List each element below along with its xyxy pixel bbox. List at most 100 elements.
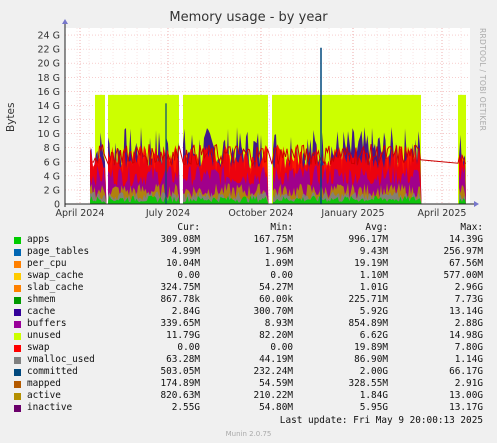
rrdtool-credit: RRDTOOL / TOBI OETIKER	[478, 28, 487, 132]
x-tick-label: January 2025	[320, 208, 384, 219]
legend-avg: 328.55M	[348, 378, 388, 389]
y-tick-label: 14 G	[38, 101, 60, 112]
legend-row-apps: apps 309.08M 167.75M 996.17M 14.39G	[0, 234, 497, 246]
legend-table: Cur: Min: Avg: Max: apps 309.08M 167.75M 99…	[0, 222, 497, 414]
legend-avg: 2.00G	[359, 366, 388, 377]
x-tick-label: October 2024	[228, 208, 293, 219]
legend-min: 8.93M	[264, 318, 293, 329]
legend-row-cache: cache 2.84G 300.70M 5.92G 13.14G	[0, 306, 497, 318]
y-tick-label: 12 G	[38, 115, 60, 126]
legend-swatch	[14, 405, 21, 412]
legend-name: unused	[27, 330, 61, 341]
legend-swatch	[14, 237, 21, 244]
series-areas	[90, 47, 466, 204]
legend-max: 14.98G	[449, 330, 483, 341]
legend-max: 2.96G	[454, 282, 483, 293]
legend-avg: 5.92G	[359, 306, 388, 317]
legend-row-swap-cache: swap_cache 0.00 0.00 1.10M 577.00M	[0, 270, 497, 282]
legend-name: shmem	[27, 294, 56, 305]
legend-swatch	[14, 357, 21, 364]
legend-cur: 0.00	[177, 270, 200, 281]
legend-cur: 10.04M	[166, 258, 200, 269]
legend-min: 167.75M	[253, 234, 293, 245]
legend-avg: 19.89M	[354, 342, 388, 353]
legend-row-per-cpu: per_cpu 10.04M 1.09M 19.19M 67.56M	[0, 258, 497, 270]
legend-row-page-tables: page_tables 4.99M 1.96M 9.43M 256.97M	[0, 246, 497, 258]
legend-header: Cur: Min: Avg: Max:	[0, 222, 497, 234]
legend-cur: 11.79G	[166, 330, 200, 341]
apps-layer	[90, 195, 466, 204]
legend-min: 82.20M	[259, 330, 293, 341]
x-tick-label: April 2025	[418, 208, 467, 219]
legend-swatch	[14, 345, 21, 352]
legend-swatch	[14, 393, 21, 400]
legend-avg: 225.71M	[348, 294, 388, 305]
legend-max: 2.91G	[454, 378, 483, 389]
legend-cur: 174.89M	[160, 378, 200, 389]
legend-max: 2.88G	[454, 318, 483, 329]
y-tick-label: 0	[54, 200, 60, 211]
legend-name: committed	[27, 366, 78, 377]
legend-min: 1.96M	[264, 246, 293, 257]
legend-swatch	[14, 309, 21, 316]
legend-swatch	[14, 297, 21, 304]
legend-header-min: Min:	[270, 222, 293, 233]
legend-min: 210.22M	[253, 390, 293, 401]
legend-cur: 339.65M	[160, 318, 200, 329]
legend-min: 0.00	[270, 342, 293, 353]
legend-cur: 4.99M	[171, 246, 200, 257]
y-tick-label: 8 G	[44, 143, 60, 154]
legend-max: 1.14G	[454, 354, 483, 365]
y-tick-label: 4 G	[44, 171, 60, 182]
legend-min: 54.27M	[259, 282, 293, 293]
y-tick-label: 6 G	[44, 157, 60, 168]
legend-avg: 1.10M	[359, 270, 388, 281]
legend-max: 13.17G	[449, 402, 483, 413]
legend-min: 1.09M	[264, 258, 293, 269]
legend-cur: 2.84G	[171, 306, 200, 317]
legend-avg: 86.90M	[354, 354, 388, 365]
last-update: Last update: Fri May 9 20:00:13 2025	[279, 415, 483, 426]
legend-max: 13.00G	[449, 390, 483, 401]
inactive-line	[91, 144, 466, 167]
x-tick-label: July 2024	[145, 208, 190, 219]
legend-row-swap: swap 0.00 0.00 19.89M 7.80G	[0, 342, 497, 354]
legend-row-inactive: inactive 2.55G 54.80M 5.95G 13.17G	[0, 402, 497, 414]
legend-cur: 503.05M	[160, 366, 200, 377]
legend-row-shmem: shmem 867.78k 60.00k 225.71M 7.73G	[0, 294, 497, 306]
legend-avg: 9.43M	[359, 246, 388, 257]
y-tick-label: 18 G	[38, 73, 60, 84]
y-tick-label: 2 G	[44, 185, 60, 196]
legend-name: buffers	[27, 318, 67, 329]
legend-row-slab-cache: slab_cache 324.75M 54.27M 1.01G 2.96G	[0, 282, 497, 294]
legend-swatch	[14, 333, 21, 340]
legend-row-buffers: buffers 339.65M 8.93M 854.89M 2.88G	[0, 318, 497, 330]
legend-name: active	[27, 390, 61, 401]
y-tick-label: 22 G	[38, 45, 60, 56]
legend-name: mapped	[27, 378, 61, 389]
legend-cur: 2.55G	[171, 402, 200, 413]
legend-cur: 309.08M	[160, 234, 200, 245]
legend-avg: 19.19M	[354, 258, 388, 269]
legend-row-committed: committed 503.05M 232.24M 2.00G 66.17G	[0, 366, 497, 378]
legend-avg: 854.89M	[348, 318, 388, 329]
legend-header-cur: Cur:	[177, 222, 200, 233]
chart-title: Memory usage - by year	[169, 10, 328, 25]
legend-name: inactive	[27, 402, 73, 413]
legend-cur: 820.63M	[160, 390, 200, 401]
legend-min: 232.24M	[253, 366, 293, 377]
legend-max: 14.39G	[449, 234, 483, 245]
y-axis-label: Bytes	[5, 102, 17, 132]
axes: 0 2 G 4 G 6 G 8 G 10 G 12 G 14 G 16 G 18 G 20 G 22 …	[38, 19, 479, 219]
legend-swatch	[14, 261, 21, 268]
legend-cur: 0.00	[177, 342, 200, 353]
legend-min: 300.70M	[253, 306, 293, 317]
y-tick-label: 10 G	[38, 129, 60, 140]
y-tick-label: 16 G	[38, 87, 60, 98]
legend-max: 66.17G	[449, 366, 483, 377]
legend-min: 44.19M	[259, 354, 293, 365]
legend-row-vmalloc-used: vmalloc_used 63.28M 44.19M 86.90M 1.14G	[0, 354, 497, 366]
x-tick-label: April 2024	[56, 208, 105, 219]
legend-cur: 63.28M	[166, 354, 200, 365]
